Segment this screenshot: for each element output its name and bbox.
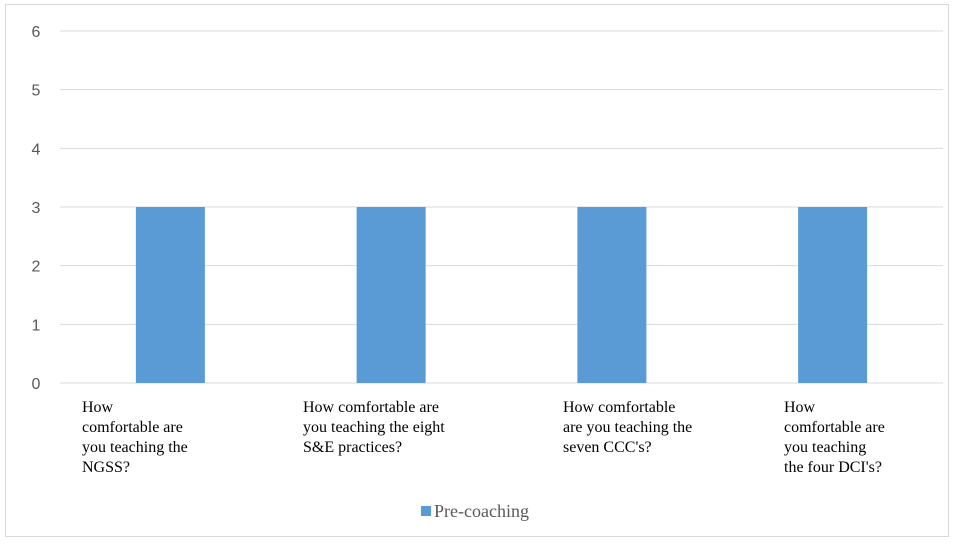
legend: Pre-coaching xyxy=(421,501,529,521)
y-tick-label: 1 xyxy=(32,317,41,334)
x-tick-label-line: you teaching the xyxy=(82,439,188,456)
x-tick-label-line: comfortable are xyxy=(82,419,183,436)
x-tick-label-line: How xyxy=(82,399,114,416)
x-tick-label-line: NGSS? xyxy=(82,459,130,476)
gridlines xyxy=(60,30,943,384)
x-tick-label-line: you teaching xyxy=(784,439,866,456)
x-tick-label: How comfortable are you teaching the NGSS? xyxy=(82,399,188,476)
y-tick-label: 0 xyxy=(32,376,41,393)
bars xyxy=(135,207,868,383)
bar xyxy=(798,207,868,383)
x-tick-label-line: are you teaching the xyxy=(563,419,692,436)
x-axis-ticks: How comfortable are you teaching the NGSS?H… xyxy=(82,399,885,476)
x-tick-label-line: How comfortable xyxy=(563,399,675,416)
x-tick-label-line: comfortable are xyxy=(784,419,885,436)
x-tick-label-line: seven CCC's? xyxy=(563,439,652,456)
y-tick-label: 4 xyxy=(32,141,41,158)
legend-label: Pre-coaching xyxy=(434,501,529,521)
x-tick-label-line: How comfortable are xyxy=(303,399,439,416)
y-tick-label: 2 xyxy=(32,259,41,276)
legend-swatch xyxy=(421,506,431,516)
y-tick-label: 5 xyxy=(32,83,41,100)
y-tick-label: 6 xyxy=(32,24,41,41)
x-tick-label-line: How xyxy=(784,399,816,416)
x-tick-label: How comfortable are you teaching the eigh… xyxy=(303,399,445,456)
bar xyxy=(135,207,205,383)
x-tick-label-line: you teaching the eight xyxy=(303,419,445,436)
y-tick-label: 3 xyxy=(32,200,41,217)
bar xyxy=(356,207,426,383)
x-tick-label: How comfortable are you teaching the seven… xyxy=(563,399,692,456)
x-tick-label-line: the four DCI's? xyxy=(784,459,882,476)
x-tick-label: How comfortable are you teaching the four D… xyxy=(784,399,885,476)
bar xyxy=(577,207,647,383)
x-tick-label-line: S&E practices? xyxy=(303,439,402,456)
y-axis-ticks: 0 1 2 3 4 5 6 xyxy=(32,24,41,393)
